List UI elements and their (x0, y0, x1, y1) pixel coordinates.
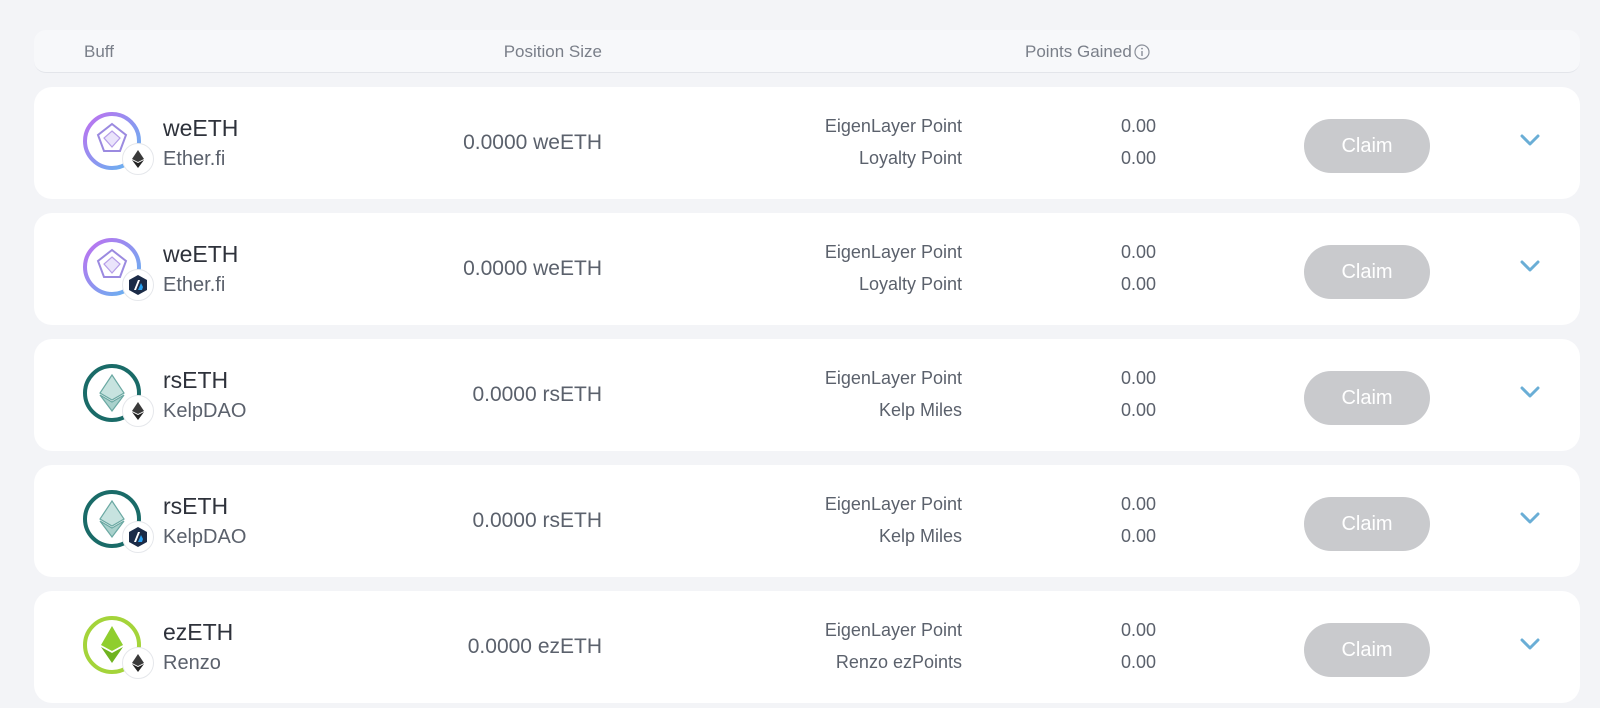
buff-row: rsETH KelpDAO 0.0000 rsETH EigenLayer Po… (34, 339, 1580, 451)
buff-row: weETH Ether.fi 0.0000 weETH EigenLayer P… (34, 87, 1580, 199)
buff-row: ezETH Renzo 0.0000 ezETH EigenLayer Poin… (34, 591, 1580, 703)
protocol-name: Renzo (163, 652, 221, 674)
claim-button[interactable]: Claim (1304, 245, 1430, 299)
point-label: Kelp Miles (878, 400, 962, 420)
buff-table: Buff Position Size Points Gained weETH E… (34, 30, 1580, 703)
token-name: weETH (163, 115, 239, 141)
ethereum-icon (122, 143, 154, 175)
header-buff: Buff (84, 42, 114, 61)
position-size: 0.0000 rsETH (472, 383, 602, 406)
token-name: ezETH (163, 619, 234, 645)
point-label: Renzo ezPoints (835, 652, 962, 672)
claim-button[interactable]: Claim (1304, 119, 1430, 173)
point-value: 0.00 (1120, 620, 1156, 640)
point-value: 0.00 (1120, 242, 1156, 262)
token-name: rsETH (163, 493, 229, 519)
table-header: Buff Position Size Points Gained (34, 30, 1580, 73)
token-name: weETH (163, 241, 239, 267)
point-label: EigenLayer Point (824, 494, 962, 514)
protocol-name: Ether.fi (163, 148, 226, 170)
chevron-down-icon[interactable] (1520, 133, 1540, 147)
point-label: EigenLayer Point (824, 116, 962, 136)
token-name: rsETH (163, 367, 229, 393)
arbitrum-icon (122, 269, 154, 301)
point-value: 0.00 (1120, 148, 1156, 168)
chevron-down-icon[interactable] (1520, 259, 1540, 273)
info-icon[interactable] (1134, 44, 1150, 60)
protocol-name: KelpDAO (163, 526, 247, 548)
point-value: 0.00 (1120, 526, 1156, 546)
position-size: 0.0000 weETH (463, 131, 602, 154)
ethereum-icon (122, 647, 154, 679)
arbitrum-icon (122, 521, 154, 553)
point-value: 0.00 (1120, 652, 1156, 672)
point-label: EigenLayer Point (824, 620, 962, 640)
position-size: 0.0000 weETH (463, 257, 602, 280)
point-label: Kelp Miles (878, 526, 962, 546)
point-label: EigenLayer Point (824, 368, 962, 388)
position-size: 0.0000 rsETH (472, 509, 602, 532)
ethereum-icon (122, 395, 154, 427)
protocol-name: KelpDAO (163, 400, 247, 422)
chevron-down-icon[interactable] (1520, 385, 1540, 399)
claim-button[interactable]: Claim (1304, 371, 1430, 425)
header-points-label: Points Gained (1025, 42, 1132, 61)
chevron-down-icon[interactable] (1520, 637, 1540, 651)
point-label: Loyalty Point (858, 148, 962, 168)
buff-row: weETH Ether.fi 0.0000 weETH EigenLayer P… (34, 213, 1580, 325)
point-value: 0.00 (1120, 400, 1156, 420)
claim-button[interactable]: Claim (1304, 623, 1430, 677)
protocol-name: Ether.fi (163, 274, 226, 296)
point-label: EigenLayer Point (824, 242, 962, 262)
point-value: 0.00 (1120, 116, 1156, 136)
point-label: Loyalty Point (858, 274, 962, 294)
header-points-gained: Points Gained (1025, 42, 1150, 62)
chevron-down-icon[interactable] (1520, 511, 1540, 525)
position-size: 0.0000 ezETH (467, 635, 602, 658)
buff-row: rsETH KelpDAO 0.0000 rsETH EigenLayer Po… (34, 465, 1580, 577)
claim-button[interactable]: Claim (1304, 497, 1430, 551)
point-value: 0.00 (1120, 368, 1156, 388)
header-position-size: Position Size (503, 42, 602, 61)
point-value: 0.00 (1120, 494, 1156, 514)
point-value: 0.00 (1120, 274, 1156, 294)
